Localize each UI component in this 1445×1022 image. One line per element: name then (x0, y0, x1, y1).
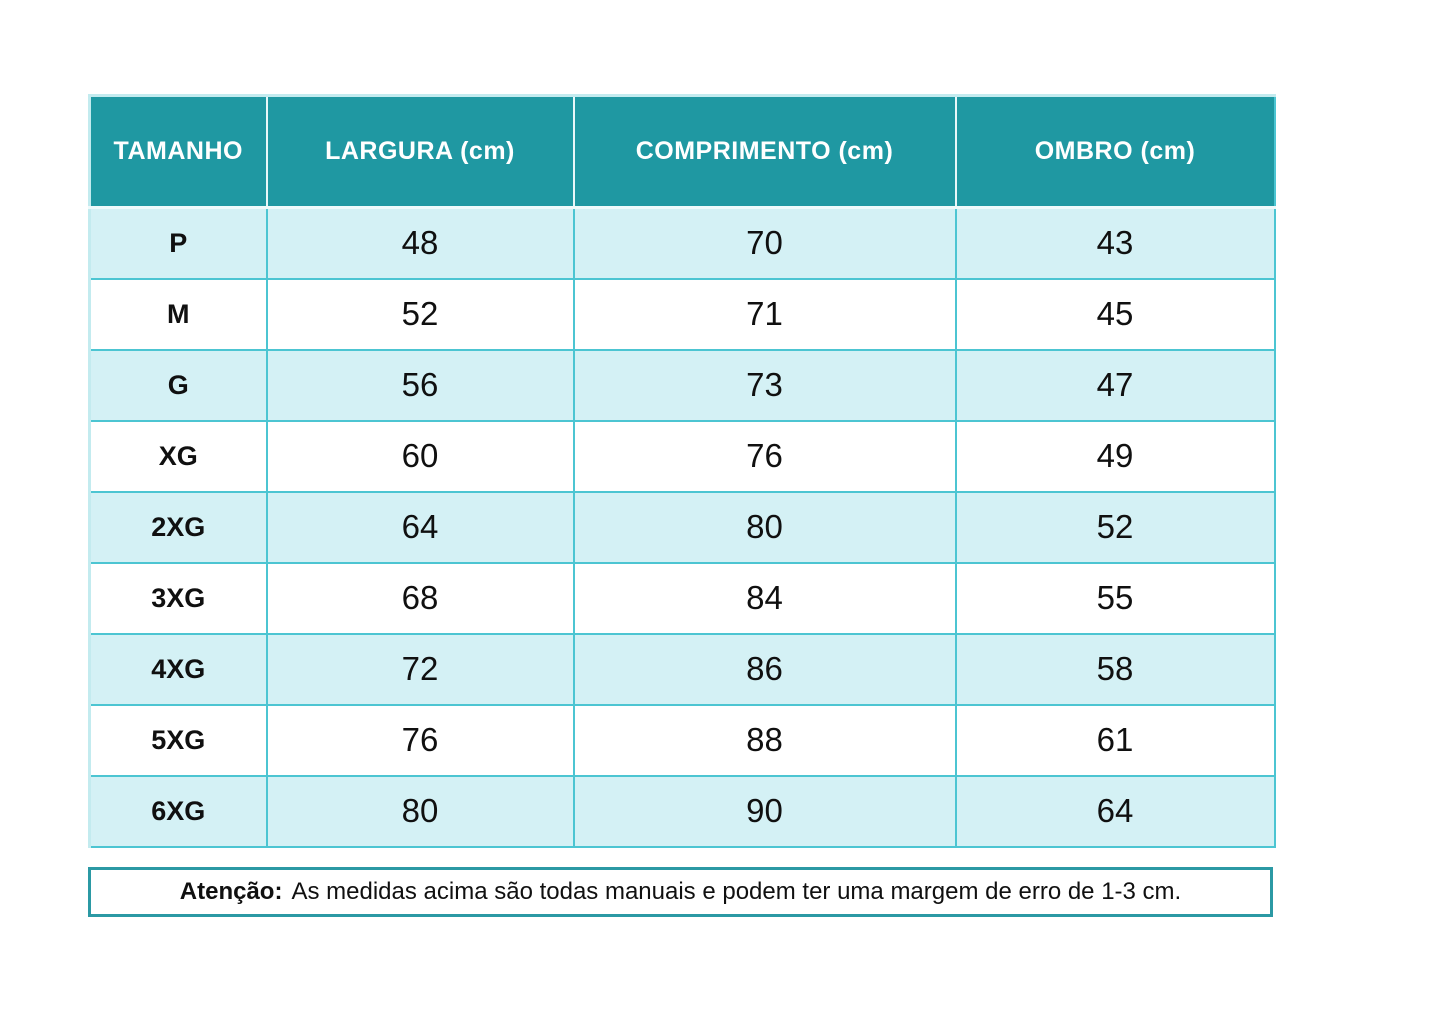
value-cell: 88 (572, 703, 957, 777)
note-box: Atenção: As medidas acima são todas manu… (88, 866, 1273, 917)
table-row: 3XG 68 84 55 (88, 561, 1276, 635)
note-label: Atenção: (179, 877, 283, 905)
value-cell: 43 (954, 206, 1276, 280)
table-row: XG 60 76 49 (88, 419, 1276, 493)
size-cell: G (88, 348, 268, 422)
note-text: As medidas acima são todas manuais e pod… (291, 877, 1182, 905)
value-cell: 55 (954, 561, 1276, 635)
value-cell: 64 (265, 490, 575, 564)
value-cell: 76 (265, 703, 575, 777)
value-cell: 58 (954, 632, 1276, 706)
value-cell: 49 (954, 419, 1276, 493)
table-header: TAMANHO LARGURA (cm) COMPRIMENTO (cm) OM… (89, 95, 1275, 209)
size-cell: 5XG (88, 703, 268, 777)
value-cell: 48 (265, 206, 575, 280)
value-cell: 56 (265, 348, 575, 422)
table-row: 2XG 64 80 52 (88, 490, 1276, 564)
size-cell: XG (88, 419, 268, 493)
header-row: TAMANHO LARGURA (cm) COMPRIMENTO (cm) OM… (89, 95, 1275, 209)
table-row: 5XG 76 88 61 (88, 703, 1276, 777)
value-cell: 80 (572, 490, 957, 564)
header-ombro: OMBRO (cm) (954, 95, 1275, 209)
size-cell: 4XG (88, 632, 268, 706)
size-cell: P (88, 206, 268, 280)
value-cell: 86 (572, 632, 957, 706)
size-cell: 6XG (88, 774, 268, 848)
size-cell: 3XG (88, 561, 268, 635)
value-cell: 72 (265, 632, 575, 706)
header-largura: LARGURA (cm) (265, 95, 574, 209)
size-chart-container: TAMANHO LARGURA (cm) COMPRIMENTO (cm) OM… (88, 94, 1276, 917)
value-cell: 64 (954, 774, 1276, 848)
value-cell: 61 (954, 703, 1276, 777)
value-cell: 47 (954, 348, 1276, 422)
table-body: P 48 70 43 M 52 71 45 G 56 73 47 XG 60 76 49 2XG 64 80 52 3X… (88, 206, 1276, 848)
size-cell: M (88, 277, 268, 351)
table-row: M 52 71 45 (88, 277, 1276, 351)
table-row: 4XG 72 86 58 (88, 632, 1276, 706)
value-cell: 68 (265, 561, 575, 635)
value-cell: 52 (954, 490, 1276, 564)
value-cell: 71 (572, 277, 957, 351)
value-cell: 52 (265, 277, 575, 351)
table-row: 6XG 80 90 64 (88, 774, 1276, 848)
value-cell: 76 (572, 419, 957, 493)
size-cell: 2XG (88, 490, 268, 564)
value-cell: 60 (265, 419, 575, 493)
table-row: G 56 73 47 (88, 348, 1276, 422)
value-cell: 90 (572, 774, 957, 848)
value-cell: 70 (572, 206, 957, 280)
table-row: P 48 70 43 (88, 206, 1276, 280)
header-tamanho: TAMANHO (89, 95, 267, 209)
value-cell: 80 (265, 774, 575, 848)
value-cell: 45 (954, 277, 1276, 351)
header-comprimento: COMPRIMENTO (cm) (572, 95, 956, 209)
size-table: TAMANHO LARGURA (cm) COMPRIMENTO (cm) OM… (88, 94, 1276, 848)
value-cell: 84 (572, 561, 957, 635)
value-cell: 73 (572, 348, 957, 422)
